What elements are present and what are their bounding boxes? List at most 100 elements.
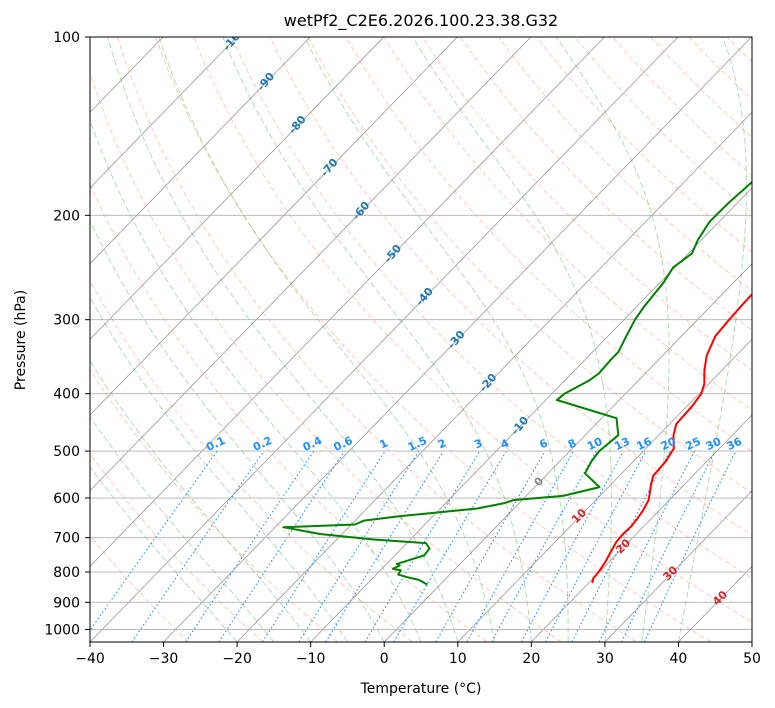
- mixing-ratio-line: [621, 450, 716, 642]
- moist-adiabat-line: [90, 219, 385, 642]
- dry-adiabat-label: -40: [413, 285, 436, 309]
- dry-adiabat-line: [90, 279, 413, 642]
- dry-adiabat-line: [765, 37, 775, 642]
- isotherm-lines: [90, 37, 752, 642]
- isotherm-line: [90, 37, 679, 642]
- mixing-ratio-label: 36: [725, 435, 745, 453]
- dry-adiabat-line: [155, 37, 712, 642]
- moist-adiabat-line: [90, 415, 275, 642]
- moist-adiabat-line: [304, 37, 569, 642]
- y-axis-label: Pressure (hPa): [13, 290, 29, 390]
- dry-adiabat-label: -60: [350, 199, 373, 223]
- dry-adiabat-lines: [90, 37, 775, 642]
- sounding-series: [282, 180, 752, 586]
- moist-adiabat-label: 20: [613, 536, 633, 556]
- mixing-ratio-label: 13: [612, 435, 631, 453]
- dry-adiabat-label: -50: [381, 242, 404, 266]
- moist-adiabat-label: 30: [660, 563, 680, 583]
- isotherm-line: [90, 37, 458, 416]
- sounding-line: [282, 180, 752, 586]
- y-tick-label: 500: [53, 444, 80, 460]
- isotherm-line: [531, 414, 752, 642]
- mixing-ratio-label: 25: [683, 435, 702, 453]
- moist-adiabat-line: [90, 360, 312, 642]
- dry-adiabat-line: [269, 37, 752, 536]
- chart-title: wetPf2_C2E6.2026.100.23.38.G32: [284, 11, 558, 31]
- dry-adiabat-line: [90, 183, 488, 642]
- isotherm-line: [310, 187, 752, 642]
- isotherm-line: [236, 111, 752, 642]
- mixing-ratio-line: [435, 450, 546, 642]
- moist-adiabat-label: 10: [569, 506, 589, 526]
- mixing-ratio-line: [393, 450, 507, 642]
- mixing-ratio-line: [218, 450, 346, 642]
- mixing-ratio-line: [491, 450, 597, 642]
- plot-frame: [89, 36, 753, 643]
- y-tick-label: 700: [53, 531, 80, 547]
- mixing-ratio-line: [521, 450, 625, 642]
- mixing-ratio-label: 2: [436, 436, 448, 451]
- dry-adiabat-line: [536, 37, 752, 253]
- dry-adiabat-line: [307, 37, 752, 494]
- dry-adiabat-line: [90, 71, 562, 642]
- y-tick-label: 200: [53, 208, 80, 224]
- x-tick-label: 0: [380, 651, 389, 667]
- x-tick-label: 10: [449, 651, 467, 667]
- moist-adiabat-line: [158, 37, 496, 642]
- moist-adiabat-line: [555, 37, 670, 642]
- y-tick-label: 1000: [44, 622, 80, 638]
- y-tick-label: 100: [53, 30, 80, 46]
- mixing-ratio-label: 4: [499, 436, 512, 451]
- mixing-ratio-line: [466, 450, 575, 642]
- dry-adiabat-label: -90: [254, 70, 277, 94]
- x-tick-label: −10: [296, 651, 326, 667]
- mixing-ratio-label: 10: [585, 435, 605, 453]
- dry-adiabat-line: [90, 453, 264, 642]
- mixing-ratio-line: [643, 450, 737, 642]
- dry-adiabat-line: [612, 37, 752, 176]
- mixing-ratio-label: 30: [704, 435, 724, 453]
- dry-adiabat-label: -80: [286, 113, 309, 137]
- x-tick-label: 20: [522, 651, 540, 667]
- moist-adiabat-line: [222, 37, 532, 642]
- mixing-ratio-line: [131, 450, 265, 642]
- dry-adiabat-line: [688, 37, 752, 100]
- mixing-ratio-line: [298, 450, 420, 642]
- dry-adiabat-line: [498, 37, 752, 292]
- x-tick-label: −20: [222, 651, 252, 667]
- moist-adiabat-line: [90, 119, 422, 642]
- x-tick-label: −40: [75, 651, 105, 667]
- plot-area: -100-90-80-70-60-50-40-30-20-10010203040…: [90, 24, 775, 642]
- dry-adiabat-label: -100: [220, 24, 248, 54]
- x-tick-label: 30: [596, 651, 614, 667]
- moist-adiabat-label: 40: [710, 588, 730, 608]
- moist-adiabat-line: [90, 465, 238, 642]
- pressure-grid-lines: [90, 37, 752, 630]
- dry-adiabat-line: [90, 535, 190, 642]
- sounding-line: [591, 292, 752, 584]
- moist-adiabat-line: [412, 37, 612, 642]
- mixing-ratio-label: 20: [659, 435, 679, 453]
- y-tick-label: 800: [53, 565, 80, 581]
- isotherm-line: [383, 263, 752, 642]
- moist-adiabat-line: [677, 37, 747, 642]
- isotherm-line: [90, 37, 385, 340]
- mixing-ratio-line: [364, 450, 481, 642]
- x-axis-label: Temperature (°C): [360, 681, 482, 697]
- dry-adiabat-line: [345, 37, 752, 452]
- dry-adiabat-label: -10: [509, 414, 532, 438]
- mixing-ratio-line: [325, 450, 445, 642]
- isotherm-line: [604, 490, 752, 642]
- mixing-ratio-label: 16: [635, 435, 655, 453]
- mixing-ratio-line: [90, 450, 218, 632]
- dry-adiabat-line: [726, 37, 752, 63]
- dry-adiabat-line: [117, 37, 637, 642]
- isotherm-line: [90, 37, 532, 492]
- dry-adiabat-label: -30: [445, 328, 468, 352]
- x-tick-label: 50: [743, 651, 761, 667]
- isotherm-line: [751, 641, 752, 642]
- x-tick-label: 40: [670, 651, 688, 667]
- y-tick-label: 300: [53, 313, 80, 329]
- moist-adiabat-label: 0: [532, 474, 547, 489]
